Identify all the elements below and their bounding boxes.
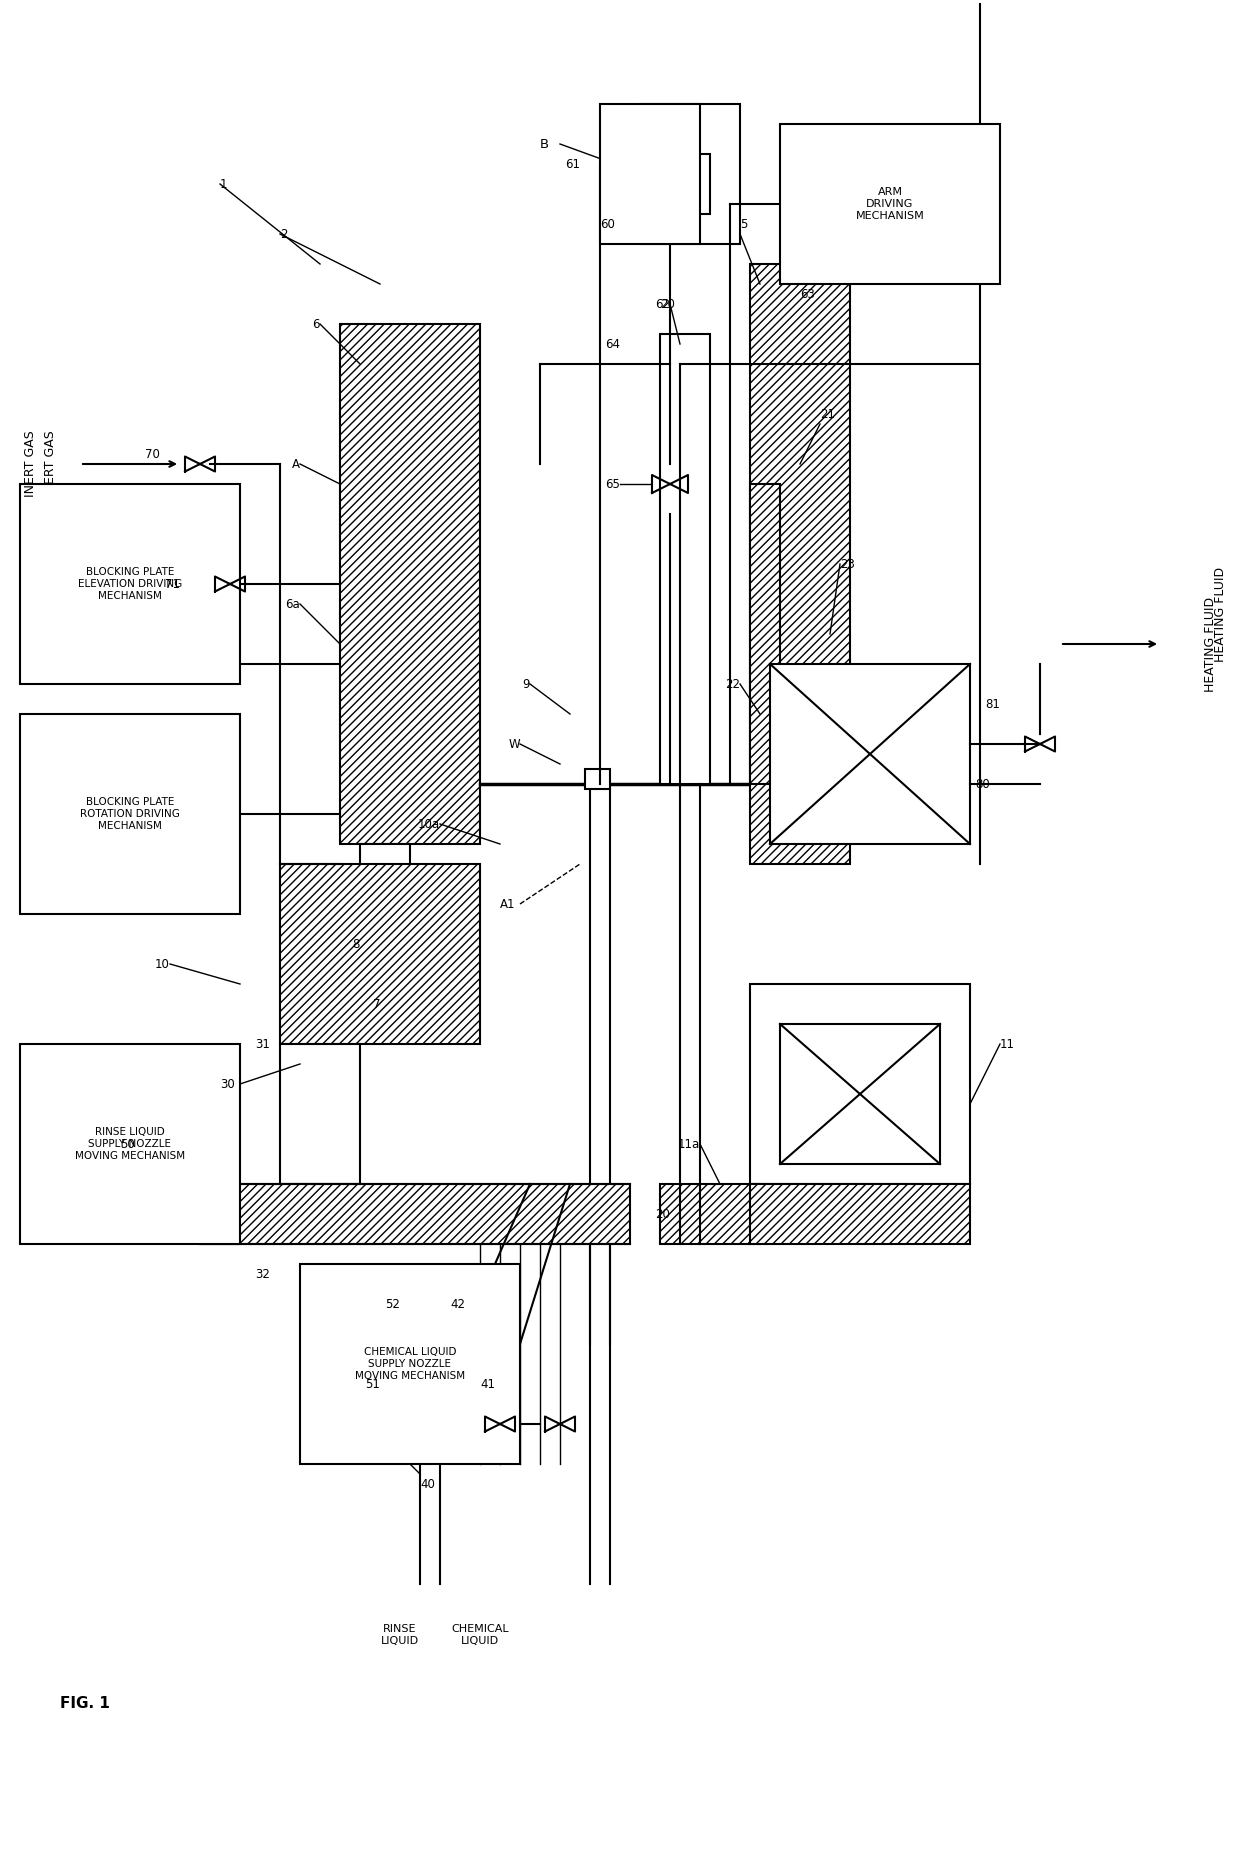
Text: 2: 2 [280, 227, 288, 240]
Text: 9: 9 [522, 677, 529, 690]
Text: 60: 60 [600, 218, 615, 231]
Bar [340, 324, 480, 844]
Text: B: B [539, 138, 549, 151]
Bar [770, 664, 970, 844]
Bar [630, 155, 711, 214]
Text: A: A [291, 457, 300, 470]
Text: 20: 20 [660, 298, 675, 311]
Text: 64: 64 [605, 337, 620, 350]
Text: 80: 80 [975, 777, 990, 790]
Text: 10: 10 [155, 958, 170, 971]
Text: 30: 30 [219, 1077, 234, 1090]
Text: 22: 22 [725, 677, 740, 690]
Text: INERT GAS: INERT GAS [24, 431, 36, 498]
Bar [600, 104, 701, 244]
Text: 42: 42 [450, 1297, 465, 1310]
Text: 21: 21 [820, 408, 835, 421]
Bar [20, 1044, 241, 1243]
Bar [750, 1184, 970, 1243]
Text: 32: 32 [255, 1268, 270, 1281]
Text: 61: 61 [565, 157, 580, 170]
Text: BLOCKING PLATE
ROTATION DRIVING
MECHANISM: BLOCKING PLATE ROTATION DRIVING MECHANIS… [81, 798, 180, 831]
Bar [660, 334, 711, 785]
Text: 52: 52 [386, 1297, 401, 1310]
Bar [750, 265, 849, 865]
Text: HEATING FLUID: HEATING FLUID [1204, 596, 1216, 692]
Text: 65: 65 [605, 477, 620, 490]
Bar [20, 714, 241, 913]
Text: 70: 70 [145, 447, 160, 460]
Text: 63: 63 [800, 287, 815, 300]
Text: 81: 81 [985, 697, 999, 710]
Text: 11: 11 [999, 1038, 1016, 1051]
Bar [750, 485, 780, 785]
Text: 50: 50 [120, 1137, 135, 1150]
Text: 7: 7 [372, 997, 379, 1010]
Text: 1: 1 [219, 177, 227, 190]
Text: 10a: 10a [418, 818, 440, 831]
Text: 6a: 6a [285, 598, 300, 611]
Bar [780, 125, 999, 283]
Bar [280, 865, 480, 1044]
Text: 41: 41 [480, 1377, 495, 1391]
Bar [640, 104, 740, 244]
Text: 8: 8 [352, 938, 360, 951]
Text: INERT GAS: INERT GAS [43, 431, 57, 498]
Text: BLOCKING PLATE
ELEVATION DRIVING
MECHANISM: BLOCKING PLATE ELEVATION DRIVING MECHANI… [78, 567, 182, 600]
Text: W: W [508, 738, 520, 751]
Text: 6: 6 [312, 317, 320, 330]
Bar [200, 1184, 630, 1243]
Text: 5: 5 [740, 218, 748, 231]
Text: ARM
DRIVING
MECHANISM: ARM DRIVING MECHANISM [856, 188, 924, 220]
Text: 11a: 11a [678, 1137, 701, 1150]
Bar [750, 984, 970, 1184]
Bar [20, 485, 241, 684]
Text: HEATING FLUID: HEATING FLUID [1214, 567, 1226, 662]
Text: CHEMICAL LIQUID
SUPPLY NOZZLE
MOVING MECHANISM: CHEMICAL LIQUID SUPPLY NOZZLE MOVING MEC… [355, 1348, 465, 1381]
Bar [660, 1184, 760, 1243]
Bar [780, 1023, 940, 1163]
Text: 51: 51 [365, 1377, 379, 1391]
Bar [585, 770, 610, 788]
Text: 71: 71 [165, 578, 180, 591]
Text: CHEMICAL
LIQUID: CHEMICAL LIQUID [451, 1624, 508, 1646]
Text: 62: 62 [655, 298, 670, 311]
Bar [280, 1044, 360, 1184]
Text: A1: A1 [500, 897, 516, 910]
Bar [360, 844, 410, 895]
Text: 23: 23 [839, 557, 854, 570]
Text: 31: 31 [255, 1038, 270, 1051]
Text: RINSE
LIQUID: RINSE LIQUID [381, 1624, 419, 1646]
Text: 40: 40 [420, 1478, 435, 1491]
Text: 20: 20 [655, 1208, 670, 1221]
Text: RINSE LIQUID
SUPPLY NOZZLE
MOVING MECHANISM: RINSE LIQUID SUPPLY NOZZLE MOVING MECHAN… [74, 1128, 185, 1161]
Text: FIG. 1: FIG. 1 [60, 1696, 110, 1711]
Bar [300, 1264, 520, 1463]
